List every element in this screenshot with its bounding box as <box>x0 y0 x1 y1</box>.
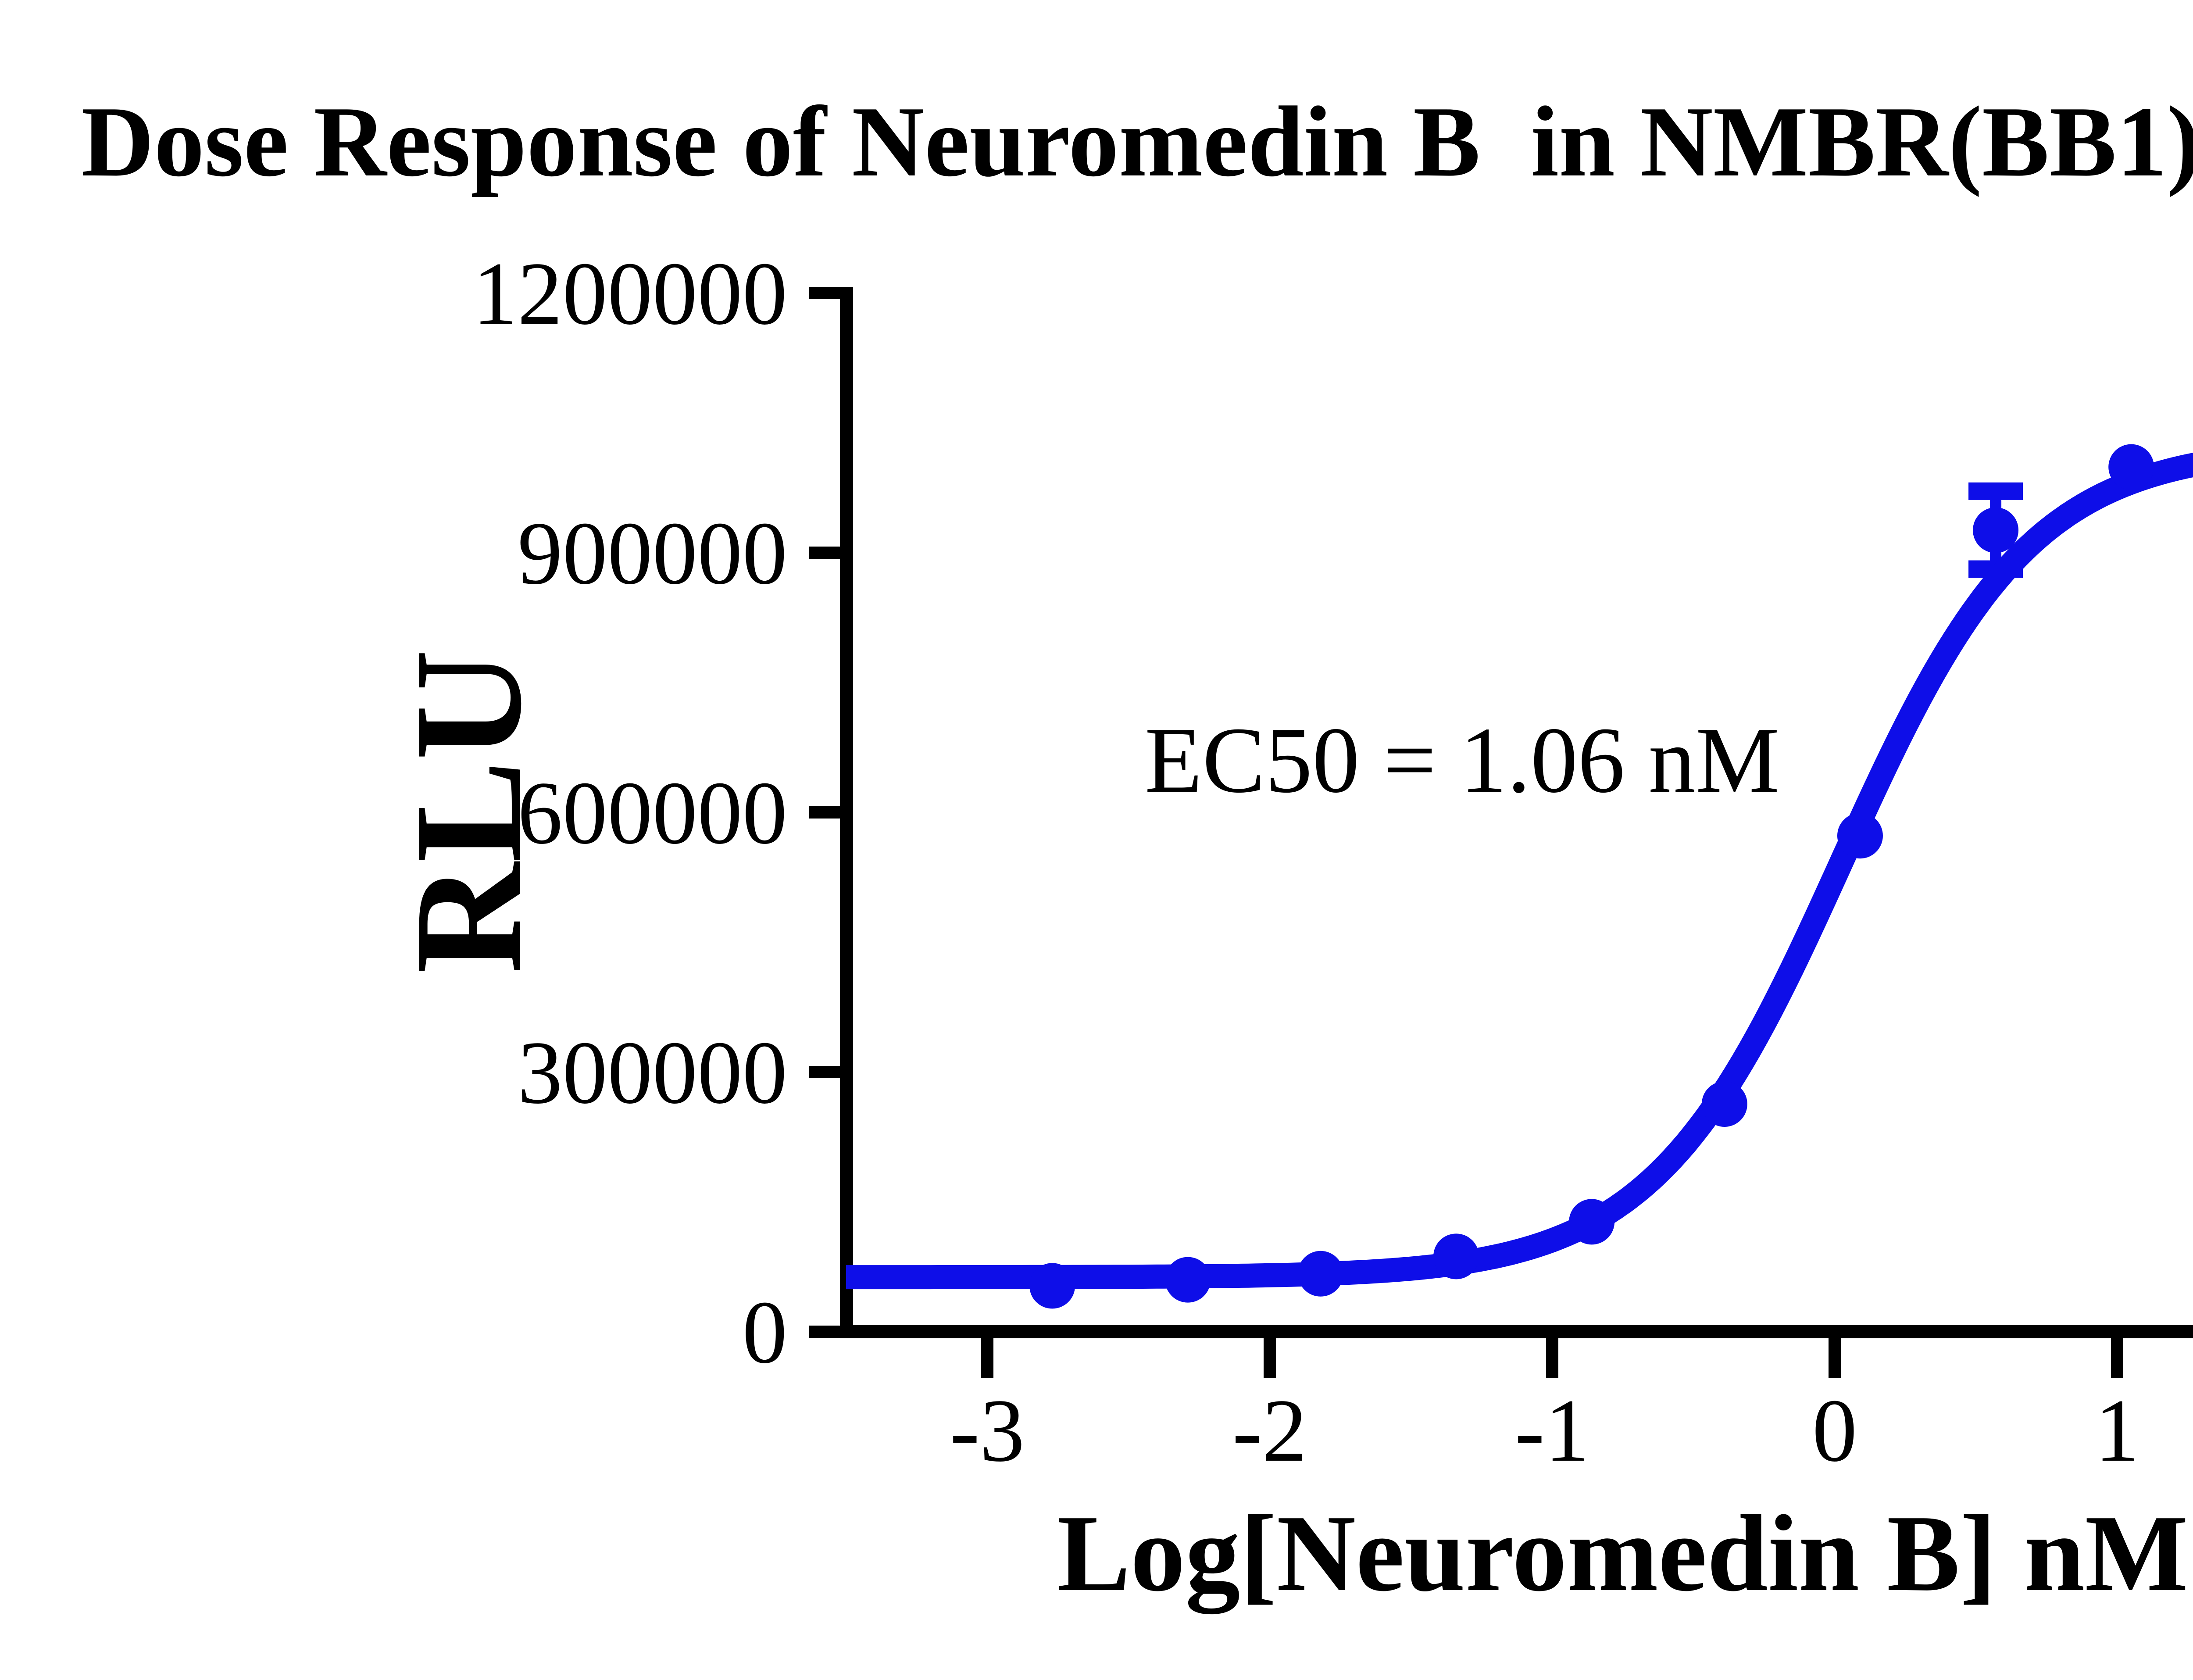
y-tick-label: 0 <box>743 1283 788 1382</box>
fit-curve-layer <box>841 453 2193 1290</box>
chart-title: Dose Response of Neuromedin B in NMBR(BB… <box>81 86 2193 197</box>
x-tick-label: -2 <box>1232 1381 1307 1480</box>
x-tick-label: 0 <box>1812 1381 1857 1480</box>
y-axis-title: RLU <box>383 650 553 974</box>
fit-curve <box>841 453 2193 1290</box>
data-point <box>1973 507 2019 553</box>
y-tick-label: 1200000 <box>473 244 788 343</box>
data-point <box>1569 1199 1615 1245</box>
x-tick-label: 1 <box>2095 1381 2140 1480</box>
data-point <box>1297 1251 1343 1297</box>
data-points-layer <box>1029 444 2154 1309</box>
data-point <box>1701 1081 1747 1127</box>
y-tick-label: 900000 <box>518 504 787 603</box>
data-point <box>1433 1233 1479 1280</box>
x-axis-title: Log[Neuromedin B] nM <box>1057 1493 2189 1614</box>
y-tick-label: 600000 <box>518 763 787 863</box>
y-tick-label: 300000 <box>518 1023 787 1122</box>
x-tick-label: -3 <box>950 1381 1025 1480</box>
data-point <box>1165 1257 1211 1303</box>
data-point <box>1837 813 1883 859</box>
data-point <box>1029 1263 1075 1309</box>
x-tick-label: -1 <box>1515 1381 1590 1480</box>
ec50-annotation: EC50 = 1.06 nM <box>1145 708 1779 812</box>
data-point <box>2108 444 2154 490</box>
